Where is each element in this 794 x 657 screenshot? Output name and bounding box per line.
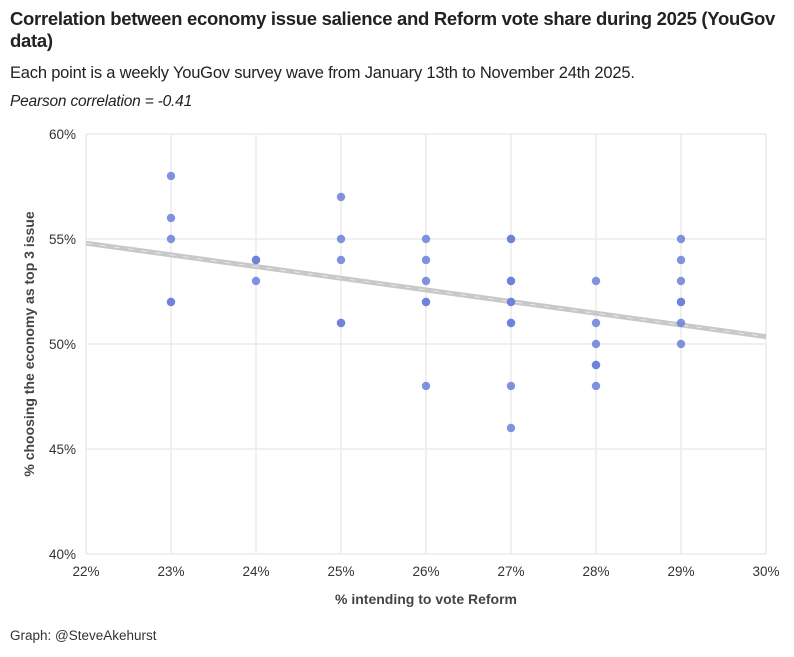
x-tick-label: 27%	[497, 564, 524, 579]
chart-title: Correlation between economy issue salien…	[10, 8, 776, 51]
correlation-annotation: Pearson correlation = -0.41	[10, 93, 193, 110]
data-point	[676, 255, 686, 265]
x-tick-label: 23%	[157, 564, 184, 579]
data-point	[421, 276, 431, 286]
data-point	[421, 234, 431, 244]
data-point	[676, 339, 686, 349]
data-point	[421, 255, 431, 265]
data-point	[166, 297, 176, 307]
data-point	[676, 276, 686, 286]
data-point	[336, 255, 346, 265]
data-point	[421, 381, 431, 391]
x-axis-ticks: 22% 23% 24% 25% 26% 27% 28% 29% 30%	[72, 564, 779, 579]
data-point	[166, 234, 176, 244]
x-tick-label: 28%	[582, 564, 609, 579]
data-point	[506, 276, 516, 286]
data-point	[336, 192, 346, 202]
data-point	[506, 297, 516, 307]
y-tick-label: 55%	[49, 232, 76, 247]
data-points	[166, 171, 686, 433]
y-axis-ticks: 40% 45% 50% 55% 60%	[49, 127, 76, 562]
data-point	[336, 234, 346, 244]
x-tick-label: 25%	[327, 564, 354, 579]
data-point	[421, 297, 431, 307]
data-point	[506, 318, 516, 328]
x-axis-label: % intending to vote Reform	[335, 591, 517, 607]
data-point	[591, 318, 601, 328]
graph-credit: Graph: @SteveAkehurst	[10, 628, 157, 643]
y-tick-label: 60%	[49, 127, 76, 142]
data-point	[591, 381, 601, 391]
data-point	[166, 171, 176, 181]
data-point	[676, 318, 686, 328]
y-tick-label: 40%	[49, 547, 76, 562]
grid	[85, 133, 767, 555]
x-tick-label: 26%	[412, 564, 439, 579]
trendline-highlight	[85, 242, 767, 338]
chart-subtitle: Each point is a weekly YouGov survey wav…	[10, 64, 635, 82]
data-point	[676, 297, 686, 307]
y-tick-label: 50%	[49, 337, 76, 352]
data-point	[591, 360, 601, 370]
x-tick-label: 22%	[72, 564, 99, 579]
x-tick-label: 24%	[242, 564, 269, 579]
data-point	[251, 255, 261, 265]
x-tick-label: 29%	[667, 564, 694, 579]
y-tick-label: 45%	[49, 442, 76, 457]
data-point	[506, 381, 516, 391]
x-tick-label: 30%	[752, 564, 779, 579]
data-point	[676, 234, 686, 244]
data-point	[506, 234, 516, 244]
data-point	[506, 423, 516, 433]
data-point	[336, 318, 346, 328]
data-point	[591, 276, 601, 286]
y-axis-label: % choosing the economy as top 3 issue	[21, 211, 37, 476]
data-point	[166, 213, 176, 223]
data-point	[251, 276, 261, 286]
trendline-group	[85, 240, 767, 340]
data-point	[591, 339, 601, 349]
